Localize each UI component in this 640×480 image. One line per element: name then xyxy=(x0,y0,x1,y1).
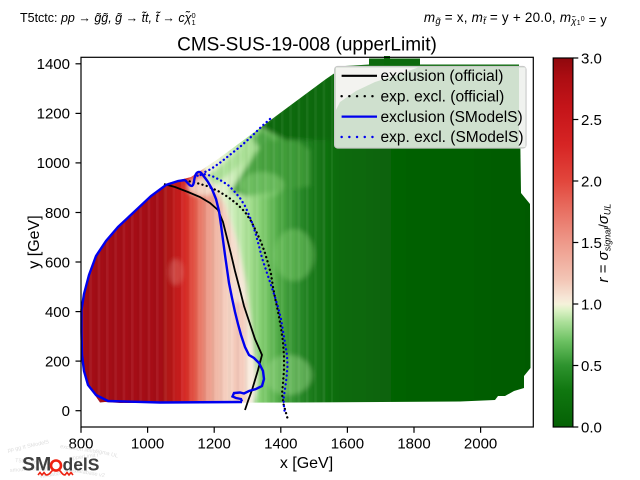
svg-text:3.0: 3.0 xyxy=(581,50,602,67)
svg-text:T5tctc: pp → g̃g̃, g̃ → t̃t, t: T5tctc: pp → g̃g̃, g̃ → t̃t, t̃ → cχ̃0 1 xyxy=(20,10,196,27)
svg-text:1000: 1000 xyxy=(37,155,70,172)
svg-text:smodels theory: smodels theory xyxy=(10,465,48,474)
svg-text:1000: 1000 xyxy=(131,436,164,453)
svg-text:0.0: 0.0 xyxy=(581,419,602,436)
svg-text:upperLimit r: upperLimit r xyxy=(70,452,100,462)
svg-text:sigma UL: sigma UL xyxy=(95,448,119,459)
svg-text:1200: 1200 xyxy=(37,106,70,123)
svg-text:mg̃ = x, mt̃ = y + 20.0, mχ̃10: mg̃ = x, mt̃ = y + 20.0, mχ̃10 = y xyxy=(424,10,607,27)
svg-text:delS: delS xyxy=(63,455,100,475)
svg-text:600: 600 xyxy=(45,254,70,271)
svg-text:SM: SM xyxy=(22,454,51,476)
svg-text:validation plots: validation plots xyxy=(39,468,76,480)
svg-text:200: 200 xyxy=(45,353,70,370)
svg-text:2000: 2000 xyxy=(464,436,497,453)
svg-text:800: 800 xyxy=(68,436,93,453)
svg-text:1600: 1600 xyxy=(331,436,364,453)
svg-text:exclusion (SModelS): exclusion (SModelS) xyxy=(381,109,523,126)
svg-text:1400: 1400 xyxy=(264,436,297,453)
svg-text:0.5: 0.5 xyxy=(581,358,602,375)
svg-text:x [GeV]: x [GeV] xyxy=(280,455,333,472)
svg-text:1.5: 1.5 xyxy=(581,235,602,252)
svg-text:2.0: 2.0 xyxy=(581,173,602,190)
svg-text:2.5: 2.5 xyxy=(581,112,602,129)
svg-text:y [GeV]: y [GeV] xyxy=(26,215,43,268)
svg-text:exp. excl. (official): exp. excl. (official) xyxy=(381,88,505,105)
svg-text:1800: 1800 xyxy=(397,436,430,453)
svg-text:r = σsignal/σUL: r = σsignal/σUL xyxy=(595,204,613,283)
svg-text:pp gg tt SModelS: pp gg tt SModelS xyxy=(7,439,50,454)
svg-text:database v2: database v2 xyxy=(75,468,106,479)
svg-text:400: 400 xyxy=(45,304,70,321)
svg-text:0: 0 xyxy=(62,403,70,420)
svg-text:exclusion (official): exclusion (official) xyxy=(381,68,504,85)
svg-text:exclusion limits: exclusion limits xyxy=(60,444,98,455)
svg-text:1200: 1200 xyxy=(198,436,231,453)
svg-text:T5tctc cms sus: T5tctc cms sus xyxy=(15,458,52,467)
svg-text:exp. excl. (SModelS): exp. excl. (SModelS) xyxy=(381,129,524,146)
svg-text:1.0: 1.0 xyxy=(581,296,602,313)
svg-text:800: 800 xyxy=(45,205,70,222)
svg-text:1400: 1400 xyxy=(37,56,70,73)
svg-text:CMS-SUS-19-008 (upperLimit): CMS-SUS-19-008 (upperLimit) xyxy=(177,35,437,56)
